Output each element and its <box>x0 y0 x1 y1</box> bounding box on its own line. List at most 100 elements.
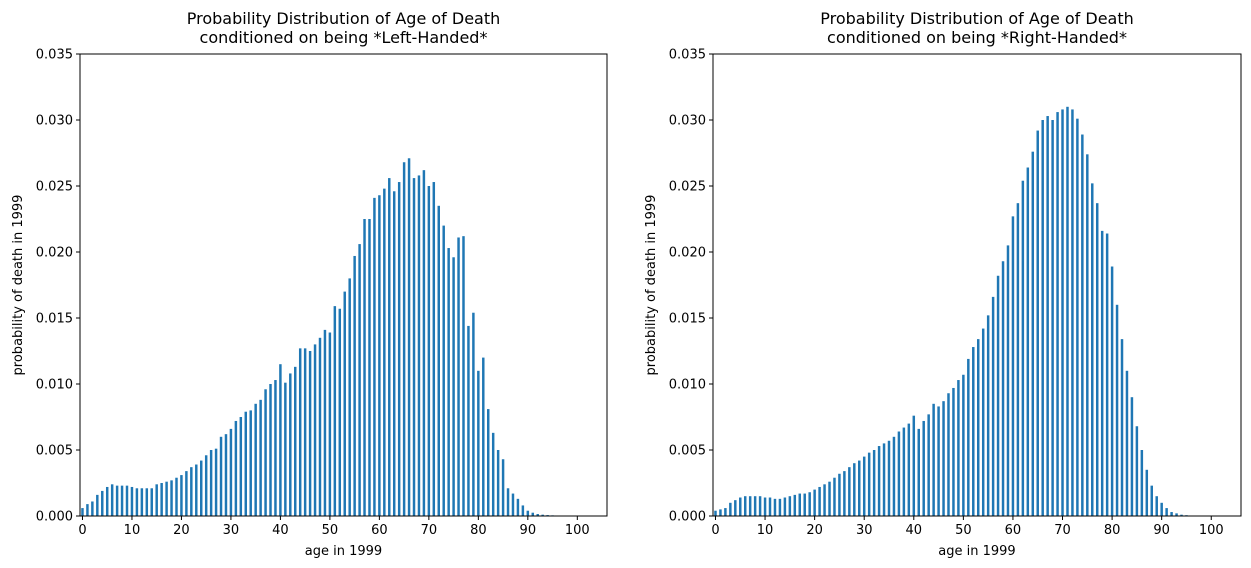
bar <box>981 328 985 516</box>
bar <box>110 484 114 516</box>
bar <box>862 456 866 516</box>
bar <box>957 380 960 516</box>
bar <box>937 406 940 516</box>
bar <box>1100 230 1104 516</box>
y-tick-label: 0.000 <box>669 510 706 525</box>
bar <box>313 344 317 516</box>
x-tick-label: 60 <box>1005 523 1022 538</box>
bar <box>289 373 292 516</box>
bar <box>308 351 312 516</box>
bar <box>338 308 342 516</box>
bar <box>264 389 267 516</box>
bar <box>917 428 920 516</box>
bar <box>96 494 99 516</box>
bar <box>140 488 144 516</box>
bar <box>269 384 272 516</box>
bar <box>758 496 762 516</box>
bar <box>1125 370 1129 516</box>
chart-title: Probability Distribution of Age of Death <box>187 9 501 28</box>
bar <box>748 496 752 516</box>
left-handed-chart: 0 10 20 30 40 50 60 70 80 90 100 0.000 0.005 0.010 0.0… <box>11 9 608 559</box>
bar <box>734 500 737 516</box>
bar <box>353 255 356 516</box>
bar <box>373 197 376 516</box>
x-axis-label: age in 1999 <box>938 544 1015 559</box>
y-axis-label: probability of death in 1999 <box>644 195 659 376</box>
bar <box>1056 112 1059 516</box>
bar <box>328 332 332 516</box>
chart-title: conditioned on being *Right-Handed* <box>827 28 1127 47</box>
x-tick-label: 90 <box>520 523 537 538</box>
bar <box>526 510 530 516</box>
bar <box>932 403 935 516</box>
bar <box>462 236 465 516</box>
bar <box>1091 183 1094 517</box>
bar <box>788 496 792 516</box>
bar <box>719 509 722 516</box>
bar <box>1140 450 1144 516</box>
bar <box>130 486 134 516</box>
bar <box>244 411 247 516</box>
bar <box>120 485 124 516</box>
bar <box>1180 514 1183 516</box>
bar <box>432 182 436 517</box>
bar <box>303 348 307 516</box>
bar <box>962 374 965 516</box>
bar <box>892 436 896 516</box>
bar <box>1036 130 1039 516</box>
x-tick-label: 30 <box>223 523 240 538</box>
bar <box>175 477 178 516</box>
bar <box>254 403 257 516</box>
bar <box>115 485 119 516</box>
bar <box>768 497 772 516</box>
x-tick-label: 20 <box>173 523 190 538</box>
y-axis-label: probability of death in 1999 <box>11 195 26 376</box>
bar <box>180 475 183 516</box>
bar <box>234 420 238 516</box>
x-tick-label: 80 <box>1104 523 1121 538</box>
bar <box>487 409 490 516</box>
bar <box>1165 508 1168 516</box>
bar <box>986 315 990 516</box>
bar <box>952 387 955 516</box>
bar <box>392 191 396 516</box>
bar <box>506 488 510 516</box>
bar <box>358 244 361 516</box>
bar <box>1026 167 1030 516</box>
bar <box>1021 180 1025 516</box>
bar <box>482 357 485 516</box>
bar <box>872 450 876 516</box>
bar <box>145 488 149 516</box>
bar <box>853 463 856 516</box>
bar <box>531 512 535 516</box>
chart-title: conditioned on being *Left-Handed* <box>200 28 488 47</box>
bar <box>1086 154 1089 516</box>
bar <box>877 446 881 516</box>
bar <box>541 514 544 516</box>
plot-frame <box>712 53 1242 517</box>
bar <box>343 291 346 516</box>
bar <box>867 452 871 516</box>
bar <box>219 436 223 516</box>
bar <box>249 410 252 516</box>
bar <box>521 505 525 516</box>
bar <box>516 498 520 516</box>
bar <box>739 497 742 516</box>
bar <box>803 493 806 516</box>
bar <box>972 347 975 516</box>
bar <box>318 337 322 516</box>
x-tick-label: 10 <box>124 523 141 538</box>
bar <box>284 382 287 516</box>
bar <box>457 237 460 517</box>
bar <box>1006 245 1010 516</box>
bar <box>383 188 386 516</box>
bar <box>798 493 801 516</box>
bar <box>1150 485 1153 516</box>
bar <box>1051 120 1054 516</box>
bar <box>818 486 821 516</box>
bar <box>1120 339 1124 516</box>
bar <box>1175 513 1178 516</box>
bar <box>1105 233 1109 516</box>
bar <box>967 358 970 516</box>
y-tick-label: 0.035 <box>36 48 73 63</box>
